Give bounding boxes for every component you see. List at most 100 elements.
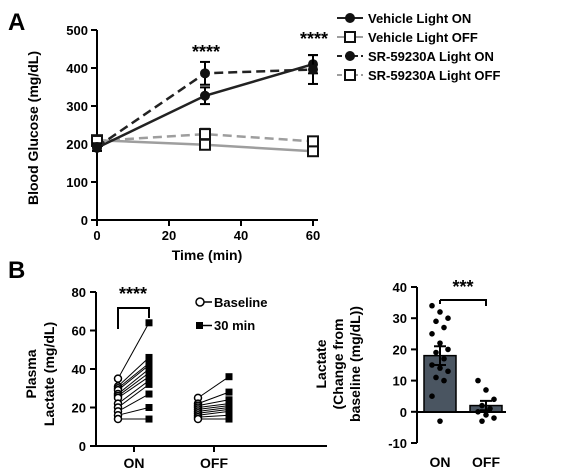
panel-a-x-tick-label: 0 xyxy=(93,228,100,243)
panel-b-left-pair-line xyxy=(117,372,150,397)
panel-a-y-tick-label: 300 xyxy=(66,99,88,114)
legend-marker-0 xyxy=(345,13,355,23)
legend-baseline-marker xyxy=(195,297,205,307)
panel-b-right-point xyxy=(483,387,489,393)
panel-b-right-point xyxy=(445,315,451,322)
panel-a-point xyxy=(199,128,211,141)
panel-b-right-x-tick-label: ON xyxy=(430,454,451,470)
panel-b-left-pair-line xyxy=(197,405,230,410)
panel-b-right-x-tick-label: OFF xyxy=(472,454,500,470)
panel-b-right-y-tick-label: 0 xyxy=(400,405,407,420)
panel-b-right-point xyxy=(441,355,447,362)
panel-a-point xyxy=(199,138,211,151)
panel-b-left-axis-frame xyxy=(95,292,327,447)
panel-b-left-30min-point xyxy=(145,390,153,398)
panel-a-point xyxy=(200,90,210,101)
panel-b-right-point xyxy=(445,346,451,353)
panel-b-right-point xyxy=(445,368,451,375)
panel-a-y-tick-label: 400 xyxy=(66,61,88,76)
panel-b-left-pair-line xyxy=(117,362,150,389)
panel-a-significance-60: **** xyxy=(300,29,328,49)
panel-b-left-30min-point xyxy=(145,377,153,385)
panel-b-right-point xyxy=(487,405,493,412)
panel-b-right-significance: *** xyxy=(452,277,473,297)
panel-b-right-point xyxy=(475,377,481,384)
panel-b-bar-chart: -10 0 10 20 30 40 Lactate (Change from baseli… xyxy=(313,277,506,470)
panel-a-significance-30: **** xyxy=(192,42,220,62)
panel-b-left-y-axis-label-line2: Lactate (mg/dL) xyxy=(41,322,57,426)
panel-b-left-30min-point xyxy=(145,415,153,423)
panel-b-left-pair-line xyxy=(197,407,230,412)
panel-b-left-pair-line xyxy=(197,399,230,407)
panel-b-right-point xyxy=(433,318,439,325)
panel-b-left-pair-line xyxy=(197,410,230,416)
legend-marker-3 xyxy=(344,69,356,81)
panel-b-left-baseline-point xyxy=(113,414,123,424)
legend-30min-label: 30 min xyxy=(214,318,255,333)
panel-b-left-pair-line xyxy=(197,408,230,414)
panel-b-right-point xyxy=(429,302,435,309)
panel-a-point xyxy=(307,145,319,158)
panel-b-left-x-tick-label: ON xyxy=(124,455,145,471)
panel-b-right-point xyxy=(433,374,439,381)
panel-b-right-point xyxy=(441,324,447,331)
panel-b-left-pair-line xyxy=(197,391,230,405)
panel-b-left-pair-line xyxy=(117,383,150,408)
legend-baseline-label: Baseline xyxy=(214,295,267,310)
panel-b-left-y-tick-label: 20 xyxy=(72,401,86,416)
panel-b-left-30min-point xyxy=(145,380,153,388)
panel-a-x-axis-label: Time (min) xyxy=(172,247,243,263)
panel-b-left-30min-point xyxy=(225,396,233,404)
panel-a-chart: 0 100 200 300 400 500 0 20 40 60 Time (min) Blood… xyxy=(25,23,328,263)
panel-a-x-tick-label: 20 xyxy=(162,228,176,243)
panel-b-left-y-tick-label: 40 xyxy=(72,362,86,377)
panel-b-right-y-tick-label: 40 xyxy=(393,280,407,295)
panel-a-point xyxy=(307,135,319,148)
panel-b-left-legend: Baseline 30 min xyxy=(195,295,267,333)
panel-a-legend: Vehicle Light ON Vehicle Light OFF SR-5923… xyxy=(337,11,500,83)
panel-b-left-30min-point xyxy=(145,361,153,369)
panel-b-right-y-axis-label-line3: baseline (mg/dL)) xyxy=(347,306,363,422)
panel-b-left-30min-point xyxy=(225,407,233,415)
panel-b-left-pair-line xyxy=(197,403,230,408)
panel-b-left-significance-bracket xyxy=(117,307,150,329)
panel-b-left-y-axis-label-line1: Plasma xyxy=(23,349,39,398)
panel-b-left-pair-line xyxy=(117,376,150,399)
panel-a-y-tick-label: 500 xyxy=(66,23,88,38)
panel-b-left-30min-point xyxy=(225,388,233,396)
panel-b-left-y-tick-label: 80 xyxy=(72,285,86,300)
panel-a-y-tick-label: 0 xyxy=(81,213,88,228)
panel-b-right-point xyxy=(437,340,443,346)
panel-b-left-pair-line xyxy=(197,414,230,418)
panel-b-left-30min-point xyxy=(145,319,153,327)
panel-a-x-tick-label: 60 xyxy=(306,228,320,243)
panel-b-right-point xyxy=(429,331,435,337)
panel-b-left-30min-point xyxy=(145,353,153,361)
panel-b-left-30min-point xyxy=(145,373,153,381)
panel-b-right-point xyxy=(475,409,481,415)
panel-b-right-point xyxy=(433,349,439,356)
panel-b-left-y-tick-label: 60 xyxy=(72,324,86,339)
panel-b-right-y-tick-label: -10 xyxy=(388,436,407,451)
panel-b-left-30min-point xyxy=(225,411,233,419)
panel-b-left-30min-point xyxy=(225,415,233,423)
panel-b-right-point xyxy=(437,365,443,371)
panel-b-right-y-axis-label-line2: (Change from xyxy=(330,319,346,410)
panel-b-left-significance: **** xyxy=(119,284,147,304)
panel-a-y-tick-label: 100 xyxy=(66,175,88,190)
panel-b-left-baseline-point xyxy=(113,374,123,383)
panel-b-paired-chart: 0 20 40 60 80 ON OFF Plasma Lactate (mg/dL) **… xyxy=(23,284,327,471)
panel-b-right-y-tick-label: 20 xyxy=(393,342,407,357)
panel-a-series-2 xyxy=(92,54,318,153)
panel-label-a: A xyxy=(8,9,25,36)
panel-b-right-point xyxy=(437,309,443,315)
panel-b-left-30min-point xyxy=(145,369,153,377)
panel-a-point xyxy=(308,64,318,75)
legend-label-1: Vehicle Light OFF xyxy=(368,30,478,45)
panel-a-x-tick-label: 40 xyxy=(234,228,248,243)
legend-label-0: Vehicle Light ON xyxy=(368,11,471,26)
panel-b-left-baseline-point xyxy=(193,414,203,424)
panel-b-right-point xyxy=(429,393,435,400)
panel-b-right-point xyxy=(491,415,497,421)
